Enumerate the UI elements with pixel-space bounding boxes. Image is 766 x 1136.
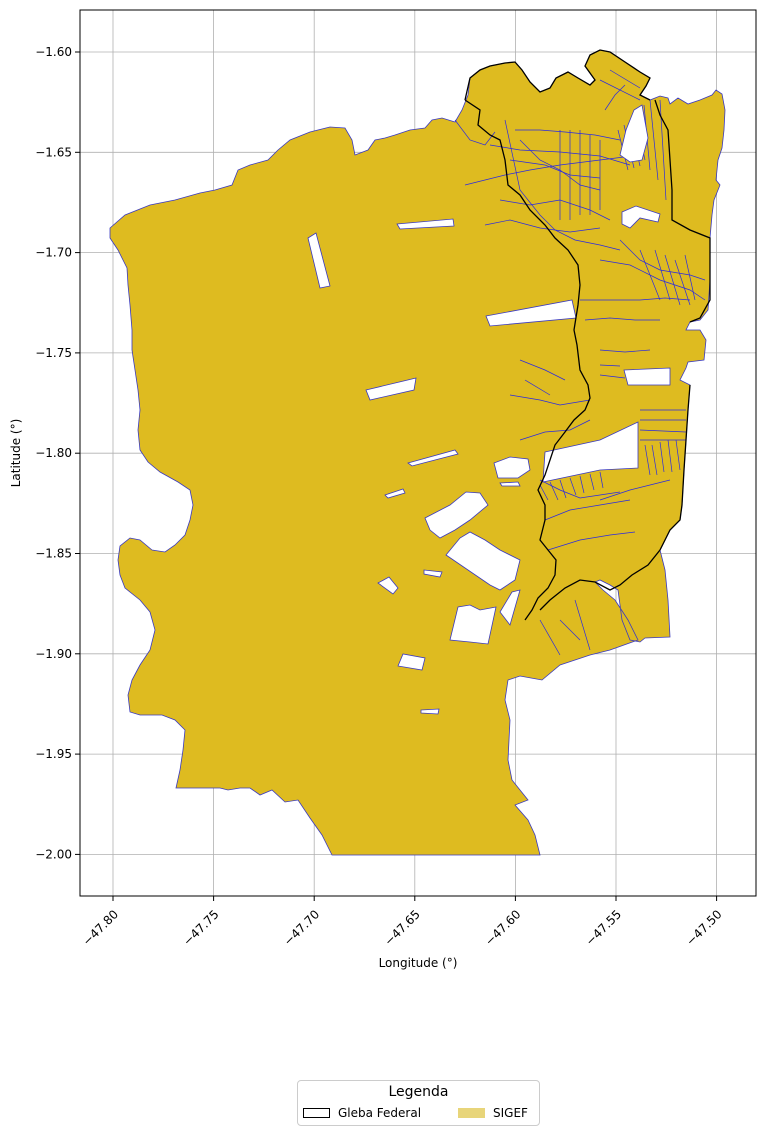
x-tick-label: −47.65 [382, 907, 423, 948]
y-tick-label: −2.00 [35, 847, 72, 861]
sigef-subdivision-lines [454, 69, 706, 656]
y-tick-label: −1.85 [35, 547, 72, 561]
gleba-federal-swatch-icon [303, 1108, 330, 1118]
y-tick-label: −1.60 [35, 45, 72, 59]
x-axis-ticks: −47.80 −47.75 −47.70 −47.65 −47.60 −47.55 −47.… [80, 896, 725, 949]
legend-label-gleba-federal: Gleba Federal [338, 1106, 422, 1120]
x-tick-label: −47.75 [180, 907, 221, 948]
x-tick-label: −47.70 [281, 907, 322, 948]
y-tick-label: −1.70 [35, 246, 72, 260]
legend-item-sigef: SIGEF [458, 1106, 528, 1120]
x-tick-label: −47.50 [683, 907, 724, 948]
legend-item-gleba-federal: Gleba Federal [303, 1106, 421, 1120]
y-axis-ticks: −1.60 −1.65 −1.70 −1.75 −1.80 −1.85 −1.90 −1.95… [35, 45, 80, 861]
y-tick-label: −1.95 [35, 747, 72, 761]
non-registered-areas [307, 104, 671, 715]
legend: Legenda Gleba Federal SIGEF [297, 1080, 540, 1126]
y-axis-label: Latitude (°) [9, 419, 23, 488]
sigef-swatch-icon [458, 1108, 485, 1118]
legend-title: Legenda [388, 1084, 449, 1100]
x-tick-label: −47.55 [583, 907, 624, 948]
x-axis-label: Longitude (°) [379, 956, 458, 970]
legend-label-sigef: SIGEF [493, 1106, 528, 1120]
y-tick-label: −1.90 [35, 647, 72, 661]
gleba-federal-boundary [464, 49, 711, 621]
y-tick-label: −1.65 [35, 145, 72, 159]
x-tick-label: −47.80 [80, 907, 121, 948]
y-tick-label: −1.80 [35, 446, 72, 460]
x-tick-label: −47.60 [482, 907, 523, 948]
y-tick-label: −1.75 [35, 346, 72, 360]
